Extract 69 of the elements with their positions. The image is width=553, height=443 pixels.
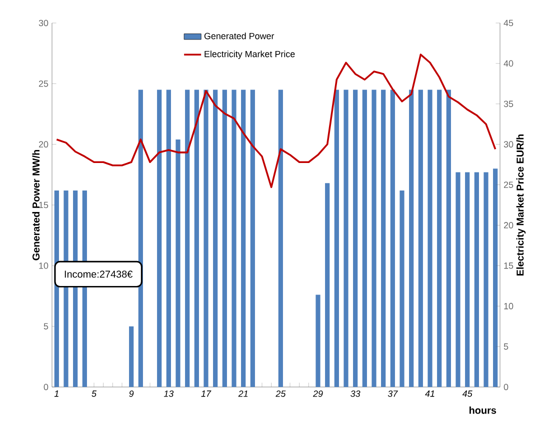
x-axis-title: hours: [470, 406, 496, 414]
bar: [166, 90, 171, 387]
bar: [185, 90, 190, 387]
bar: [409, 90, 414, 387]
bar: [474, 172, 479, 387]
bar: [278, 90, 283, 387]
x-tick-label: 41: [425, 390, 434, 397]
bar: [222, 90, 227, 387]
bar: [344, 90, 348, 387]
y-tick-label: 25: [38, 80, 48, 87]
y-tick-label: 30: [38, 20, 48, 26]
bar: [418, 90, 423, 387]
y2-tick-label: 20: [504, 222, 514, 228]
bar: [362, 90, 367, 387]
x-tick-label: 45: [462, 390, 472, 397]
y2-tick-label: 35: [504, 100, 514, 108]
y2-axis-title: Electricity Market Price EUR/h: [516, 134, 526, 276]
y-tick-label: 10: [39, 262, 48, 269]
y2-tick-label: 30: [504, 141, 514, 148]
y-axis-title: Generated Power MW/h: [32, 150, 40, 260]
x-tick-label: 33: [350, 390, 360, 397]
bar: [381, 90, 386, 387]
y-tick-label: 15: [39, 202, 48, 208]
bar: [232, 90, 236, 387]
x-tick-label: 1: [54, 390, 58, 397]
y2-tick-label: 0: [504, 384, 508, 390]
bar: [213, 90, 218, 387]
annotation: Income:27438€: [64, 270, 133, 278]
y-tick-label: 0: [44, 384, 48, 390]
bar: [204, 90, 208, 387]
bar: [446, 90, 451, 387]
bar: [353, 90, 358, 387]
legend-label: Electricity Market Price: [204, 50, 295, 59]
bar: [250, 90, 255, 387]
bar: [157, 90, 162, 387]
bar: [316, 294, 320, 387]
x-tick-label: 21: [238, 390, 248, 397]
x-tick-label: 29: [312, 390, 323, 397]
bar: [390, 90, 395, 387]
y2-tick-label: 25: [504, 182, 514, 188]
bar: [493, 168, 498, 387]
bar: [138, 90, 143, 387]
bar: [176, 139, 180, 387]
x-tick-label: 9: [129, 390, 134, 397]
y2-tick-label: 10: [504, 302, 514, 310]
y2-tick-label: 45: [504, 20, 514, 26]
bar: [325, 183, 330, 387]
bar: [194, 90, 199, 387]
y-tick-label: 5: [44, 323, 48, 330]
y2-tick-label: 5: [504, 343, 508, 350]
bar: [465, 172, 470, 387]
x-tick-label: 37: [388, 390, 398, 397]
x-tick-label: 17: [201, 390, 212, 397]
bar: [334, 90, 339, 387]
bar: [437, 90, 442, 387]
bar: [428, 90, 432, 387]
y2-tick-label: 15: [504, 262, 514, 269]
bar: [400, 190, 404, 387]
bar: [241, 90, 246, 387]
x-tick-label: 5: [92, 390, 97, 397]
x-tick-label: 13: [164, 390, 174, 397]
y2-tick-label: 40: [504, 60, 514, 67]
bar: [372, 90, 376, 387]
bar: [129, 326, 134, 387]
legend-label: Generated Power: [204, 32, 274, 40]
bar: [456, 172, 460, 387]
y-tick-label: 20: [38, 141, 48, 148]
x-tick-label: 25: [276, 390, 286, 397]
bar: [484, 172, 488, 387]
